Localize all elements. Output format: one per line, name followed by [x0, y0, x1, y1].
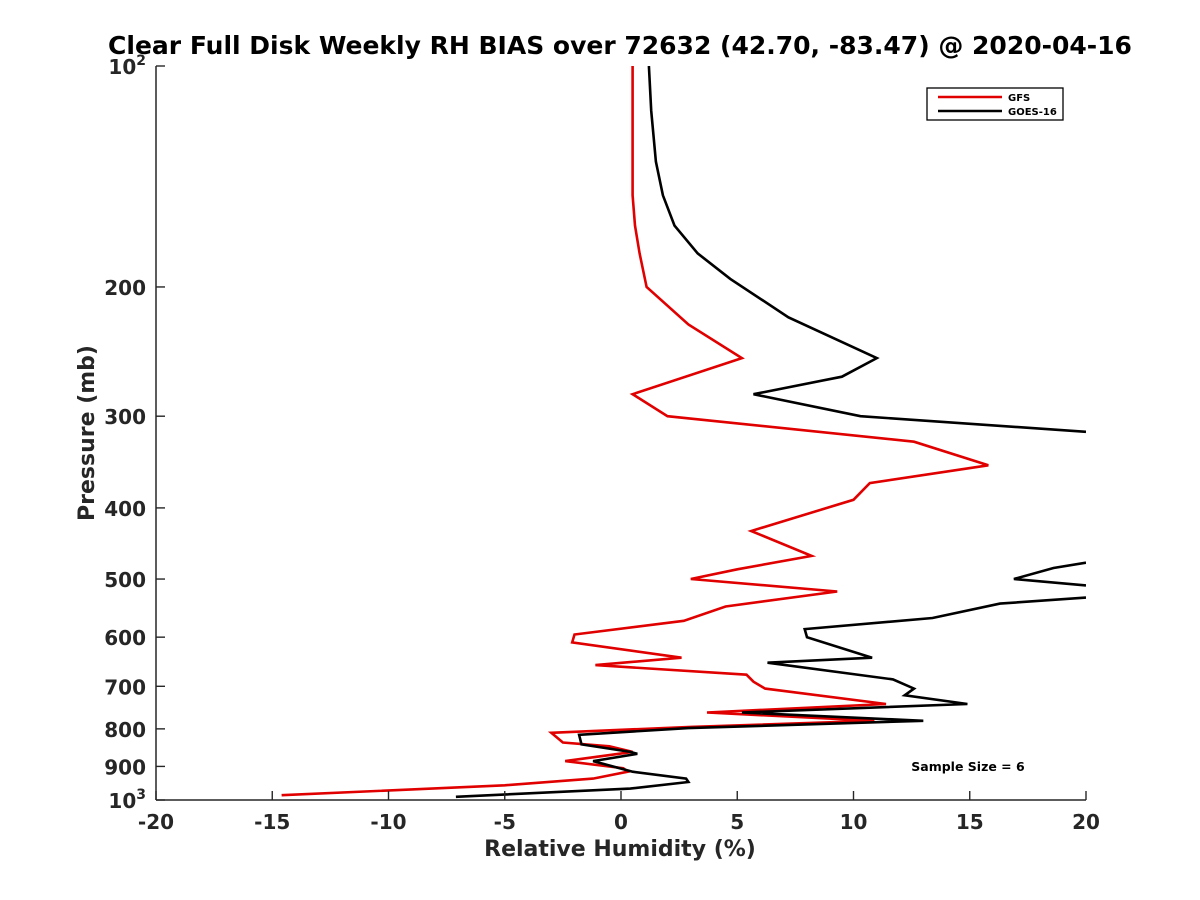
- series-layer: [281, 66, 1086, 799]
- legend-label: GOES-16: [1008, 107, 1057, 118]
- ticks-layer: -20 -15 -10 -5 0 5 10 15 20102200300400500600700…: [104, 53, 1100, 834]
- y-tick-base: 10: [108, 55, 136, 79]
- y-tick-label: 102: [108, 53, 146, 79]
- legend-label: GFS: [1008, 93, 1030, 104]
- y-tick-label: 700: [104, 675, 146, 699]
- y-tick-base: 10: [108, 789, 136, 813]
- x-tick-label: -15: [254, 810, 290, 834]
- y-tick-label: 900: [104, 755, 146, 779]
- series-line-gfs: [281, 66, 989, 797]
- y-tick-label: 800: [104, 718, 146, 742]
- x-tick-label: 20: [1072, 810, 1100, 834]
- x-tick-label: 5: [730, 810, 744, 834]
- y-tick-label: 400: [104, 497, 146, 521]
- y-tick-exponent: 3: [136, 787, 146, 803]
- x-tick-label: 10: [840, 810, 868, 834]
- x-tick-label: -10: [370, 810, 406, 834]
- axes-layer: [155, 66, 1086, 801]
- y-tick-label: 300: [104, 405, 146, 429]
- x-tick-label: 15: [956, 810, 984, 834]
- y-tick-label: 200: [104, 276, 146, 300]
- y-tick-label: 500: [104, 568, 146, 592]
- y-tick-label: 103: [108, 787, 146, 813]
- chart-title: Clear Full Disk Weekly RH BIAS over 7263…: [108, 31, 1132, 60]
- x-tick-label: -5: [494, 810, 516, 834]
- legend[interactable]: GFS GOES-16: [926, 87, 1064, 121]
- x-tick-label: 0: [614, 810, 628, 834]
- x-axis-label: Relative Humidity (%): [484, 837, 756, 862]
- legend-box: [926, 87, 1064, 121]
- x-tick-label: -20: [138, 810, 174, 834]
- series-line-goes-16: [455, 66, 1086, 799]
- y-axis-label: Pressure (mb): [75, 345, 100, 521]
- sample-size-annotation: Sample Size = 6: [911, 759, 1025, 774]
- y-tick-label: 600: [104, 626, 146, 650]
- y-tick-exponent: 2: [136, 53, 146, 69]
